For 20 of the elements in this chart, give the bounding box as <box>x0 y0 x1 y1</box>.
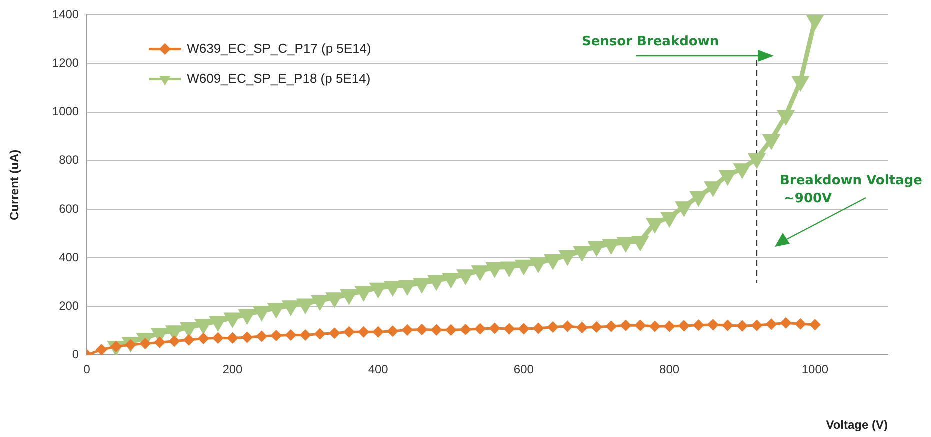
y-tick-label: 1400 <box>52 8 80 22</box>
x-tick-label: 200 <box>222 362 244 377</box>
annotation: Breakdown Voltage ~900V <box>780 173 923 206</box>
y-tick-label: 1000 <box>52 104 80 119</box>
x-axis-title: Voltage (V) <box>826 418 888 432</box>
y-tick-label: 400 <box>59 250 80 264</box>
annotation: Sensor Breakdown <box>582 34 720 50</box>
legend-label: W609_EC_SP_E_P18 (p 5E14) <box>187 70 371 86</box>
x-tick-label: 800 <box>660 362 680 377</box>
y-tick-label: 200 <box>59 298 80 313</box>
x-tick-label: 0 <box>84 362 91 377</box>
y-tick-label: 600 <box>59 202 80 216</box>
legend-label: W639_EC_SP_C_P17 (p 5E14) <box>187 40 372 56</box>
y-tick-label: 0 <box>72 348 80 362</box>
x-tick-label: 600 <box>514 362 534 377</box>
x-tick-label: 1000 <box>802 362 829 377</box>
y-axis-title: Current (uA) <box>8 150 22 221</box>
y-tick-label: 800 <box>59 153 80 168</box>
y-tick-label: 1200 <box>52 56 80 70</box>
x-tick-label: 400 <box>368 362 389 377</box>
